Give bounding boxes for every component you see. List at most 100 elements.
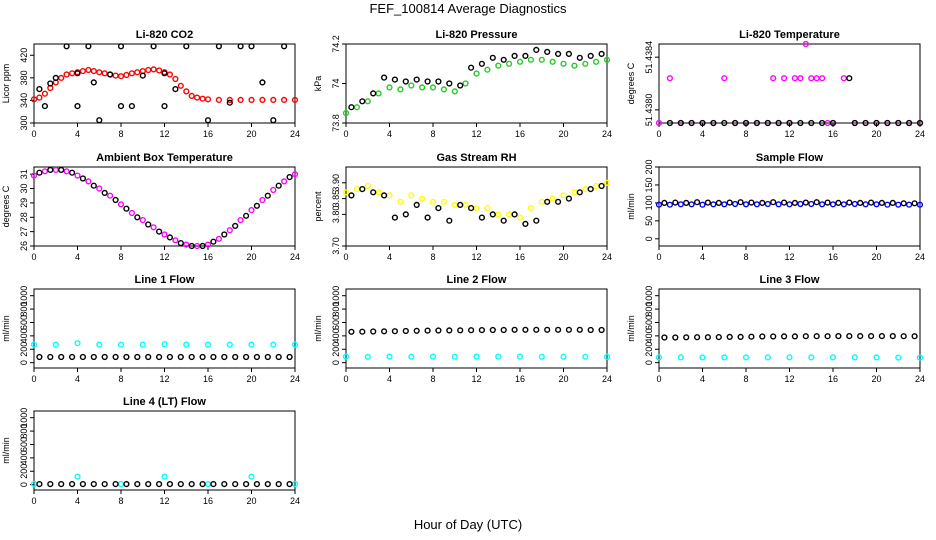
data-point	[381, 74, 388, 81]
data-point	[655, 119, 663, 127]
data-point	[270, 186, 277, 194]
data-point	[522, 52, 529, 60]
y-tick-label: 51.4380	[644, 94, 654, 127]
x-axis: 0 4 8 12 16 20 24	[343, 123, 612, 139]
data-point	[391, 76, 399, 83]
data-point	[139, 72, 146, 79]
data-point	[353, 186, 361, 193]
data-point	[780, 333, 788, 340]
data-point	[884, 201, 891, 208]
data-point	[911, 200, 918, 207]
data-point	[808, 200, 815, 208]
data-point	[895, 201, 902, 208]
data-point	[873, 201, 880, 208]
data-point	[721, 201, 728, 208]
data-point	[215, 43, 223, 50]
data-point	[571, 189, 578, 196]
data-point	[446, 80, 453, 87]
data-point	[226, 227, 233, 234]
data-point	[36, 353, 43, 361]
data-point	[818, 201, 826, 208]
data-point	[408, 82, 415, 89]
y-tick-label: 400	[19, 450, 29, 465]
data-point	[177, 82, 184, 89]
data-point	[85, 178, 92, 185]
data-point	[134, 353, 141, 361]
data-point	[715, 199, 722, 207]
data-point	[478, 214, 486, 221]
data-point	[281, 178, 288, 185]
data-point	[889, 333, 896, 340]
x-tick-label: 12	[784, 252, 794, 262]
data-point	[370, 328, 377, 335]
data-point	[683, 334, 690, 341]
data-point	[210, 238, 217, 245]
y-tick-label: 0	[19, 482, 29, 487]
data-point	[286, 174, 293, 181]
data-point	[473, 205, 480, 212]
data-point	[576, 326, 583, 333]
data-point	[156, 353, 163, 361]
data-point	[565, 50, 573, 58]
data-point	[359, 98, 366, 105]
data-point	[808, 75, 815, 82]
data-point	[150, 66, 157, 73]
x-tick-label: 20	[246, 496, 256, 506]
data-point	[63, 71, 70, 78]
y-tick-label: 800	[644, 302, 654, 317]
data-point	[506, 60, 513, 67]
y-tick-label: 0	[19, 360, 29, 365]
panel-title: Li-820 Pressure	[436, 29, 518, 41]
data-point	[576, 54, 583, 61]
data-point	[281, 43, 288, 50]
data-point	[786, 201, 793, 208]
data-point	[166, 71, 174, 78]
data-point	[721, 75, 728, 82]
data-point	[96, 69, 103, 76]
y-axis-label: ml/min	[1, 315, 11, 342]
data-point	[117, 341, 125, 348]
data-point	[413, 76, 420, 83]
data-point	[237, 96, 244, 104]
data-point	[473, 353, 480, 360]
data-point	[770, 75, 777, 82]
x-tick-label: 8	[118, 129, 123, 139]
data-point	[139, 341, 146, 348]
data-point	[215, 96, 223, 104]
x-tick-label: 16	[828, 252, 838, 262]
data-point	[710, 119, 717, 127]
data-point	[106, 192, 114, 199]
data-point	[172, 85, 179, 93]
data-point	[693, 334, 701, 341]
data-point	[188, 353, 195, 361]
data-point	[753, 119, 761, 127]
y-axis-label: Licor ppm	[1, 64, 11, 104]
data-point	[538, 353, 545, 360]
data-point	[862, 201, 869, 208]
data-point	[576, 189, 583, 196]
y-tick-label: 3.80	[331, 206, 341, 224]
y-tick-label: 200	[19, 464, 29, 479]
data-point	[582, 186, 589, 193]
data-point	[598, 182, 605, 190]
x-axis: 0 4 8 12 16 20 24	[656, 368, 925, 384]
data-point	[259, 79, 266, 86]
data-point	[248, 473, 255, 480]
data-point	[353, 104, 361, 111]
data-point	[759, 199, 766, 207]
plot-frame	[33, 410, 296, 491]
data-point	[829, 354, 837, 361]
x-axis: 0 4 8 12 16 20 24	[31, 123, 300, 139]
data-point	[90, 182, 97, 189]
data-point	[797, 75, 804, 82]
y-tick-label: 200	[644, 342, 654, 357]
data-point	[808, 354, 815, 361]
data-point	[511, 52, 518, 60]
data-point	[857, 333, 864, 340]
x-tick-label: 20	[246, 252, 256, 262]
x-tick-label: 8	[430, 129, 435, 139]
data-point	[468, 327, 475, 334]
x-tick-label: 12	[471, 129, 481, 139]
y-axis-label: ml/min	[626, 315, 636, 342]
